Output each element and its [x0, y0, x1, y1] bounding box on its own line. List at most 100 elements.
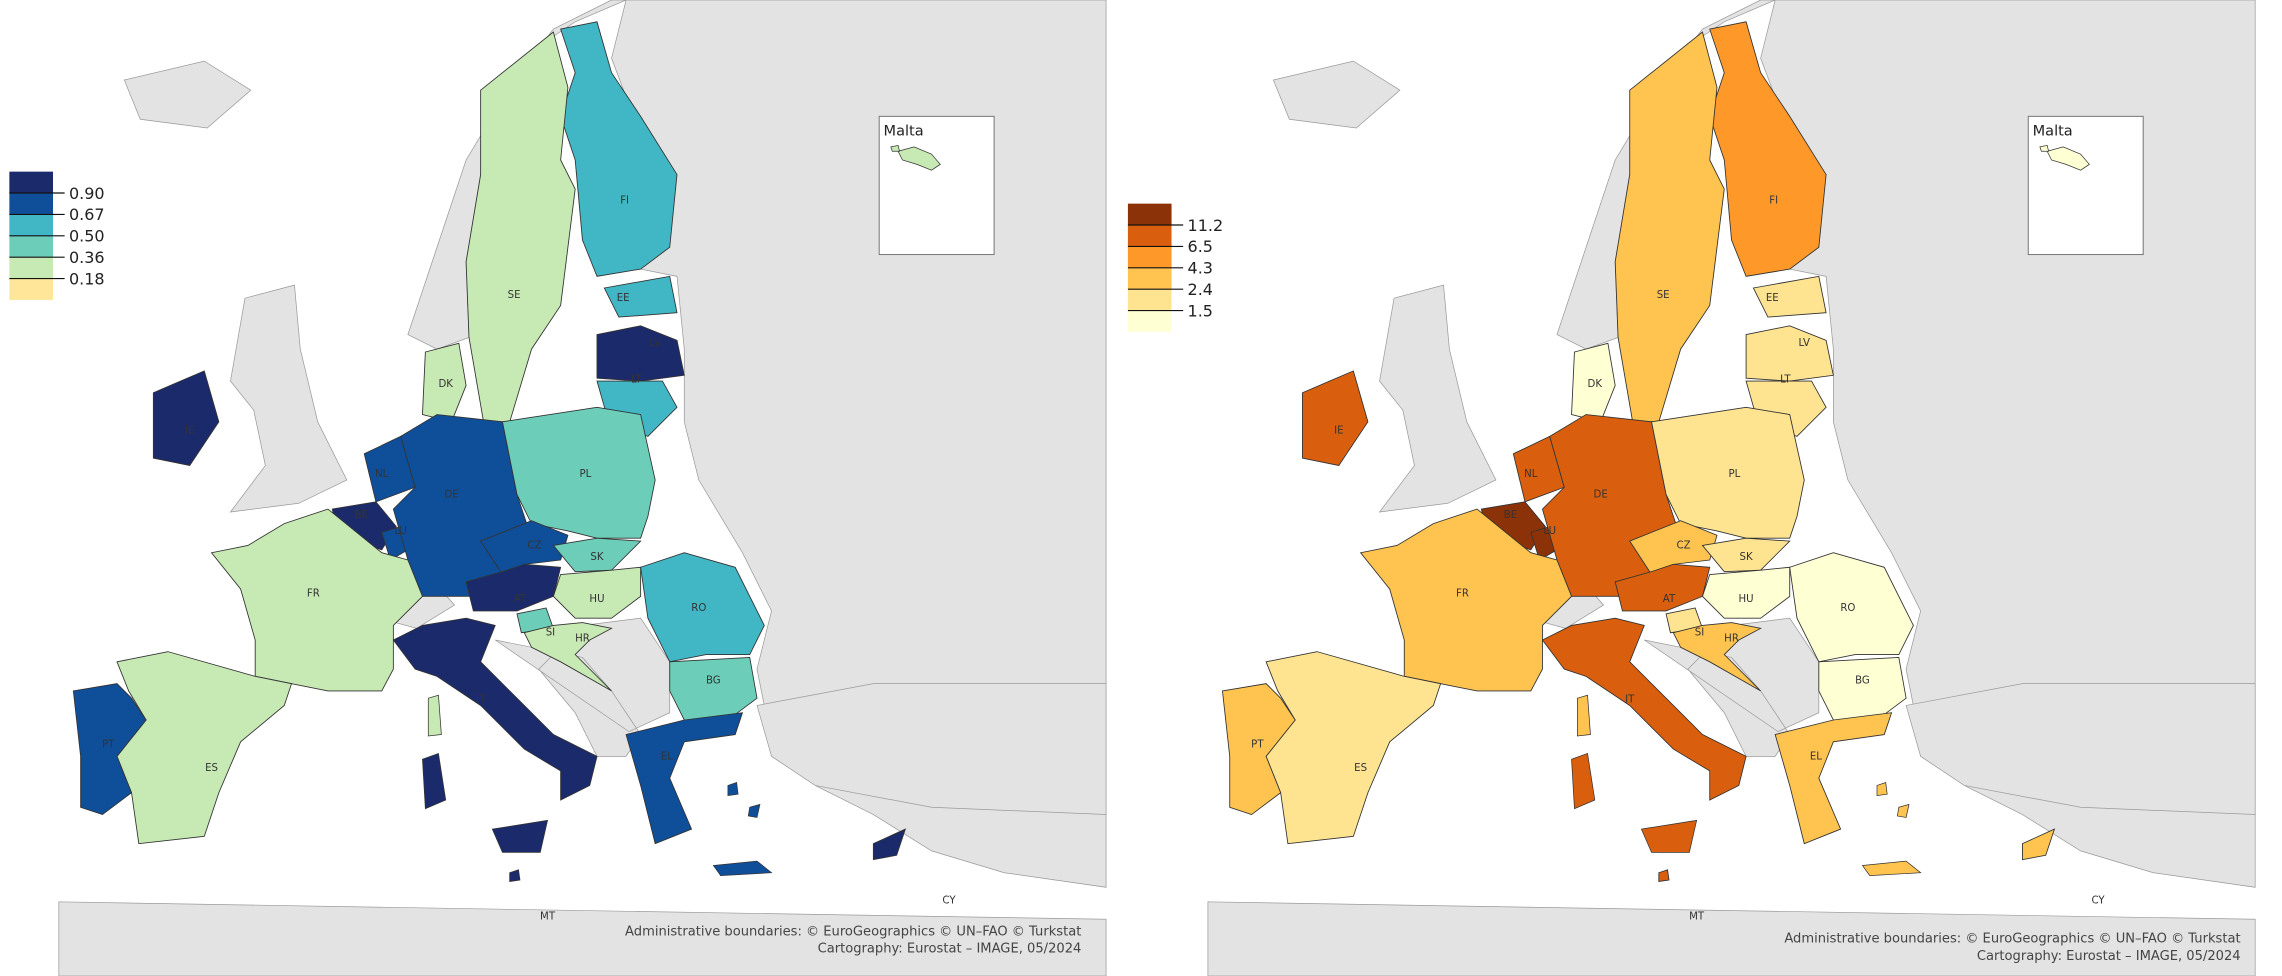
country-label-lt: LT: [631, 375, 642, 386]
country-label-mt: MT: [1689, 911, 1705, 922]
country-mt[interactable]: [509, 869, 521, 882]
country-lv[interactable]: [596, 325, 685, 382]
country-ee[interactable]: [603, 275, 678, 318]
country-el-island[interactable]: [1876, 782, 1888, 797]
country-label-dk: DK: [1588, 379, 1603, 390]
turkey: [1905, 683, 2256, 815]
legend-swatch: [1127, 203, 1172, 226]
country-label-ro: RO: [1840, 603, 1855, 614]
country-label-si: SI: [1695, 628, 1704, 639]
country-sk[interactable]: [1701, 537, 1791, 573]
country-el-island[interactable]: [712, 860, 773, 877]
country-pl[interactable]: [501, 406, 656, 539]
country-pt[interactable]: [1221, 683, 1296, 816]
country-label-hr: HR: [1724, 633, 1739, 644]
country-it-island[interactable]: [422, 752, 447, 810]
country-label-el: EL: [661, 751, 673, 762]
footer-credit: Administrative boundaries: © EuroGeograp…: [625, 924, 1081, 939]
country-el[interactable]: [1774, 712, 1893, 845]
country-label-sk: SK: [1740, 552, 1753, 563]
country-at[interactable]: [465, 563, 562, 612]
country-label-lu: LU: [394, 526, 407, 537]
legend-swatch: [1127, 246, 1172, 268]
country-ee[interactable]: [1752, 275, 1827, 318]
country-ie[interactable]: [152, 370, 220, 466]
legend-swatch: [9, 257, 53, 279]
malta-inset-island: [2046, 146, 2090, 171]
country-label-ro: RO: [691, 603, 706, 614]
country-hu[interactable]: [552, 566, 642, 619]
country-label-sk: SK: [590, 552, 603, 563]
country-sk[interactable]: [552, 537, 642, 573]
legend: 11.2 6.5 4.3 2.4 1.5: [1127, 203, 1224, 332]
country-label-ie: IE: [185, 425, 194, 436]
country-at[interactable]: [1614, 563, 1711, 612]
malta-inset-title: Malta: [2033, 123, 2073, 139]
legend: 0.90 0.67 0.50 0.36 0.18: [9, 171, 105, 300]
legend-threshold-label: 11.2: [1188, 216, 1224, 235]
footer-credit: Cartography: Eurostat – IMAGE, 05/2024: [818, 942, 1082, 957]
country-label-nl: NL: [1524, 469, 1538, 480]
country-label-hu: HU: [1739, 594, 1754, 605]
uk: [229, 284, 348, 513]
north-africa: [1207, 901, 2256, 976]
country-lv[interactable]: [1745, 325, 1834, 382]
legend-swatch: [9, 193, 53, 215]
country-ie[interactable]: [1302, 370, 1369, 466]
country-hu[interactable]: [1701, 566, 1791, 619]
country-it[interactable]: [392, 617, 598, 801]
country-cy[interactable]: [2022, 828, 2056, 861]
legend-threshold-label: 6.5: [1188, 237, 1213, 256]
country-pl[interactable]: [1651, 406, 1805, 539]
country-fr-island[interactable]: [427, 694, 442, 737]
country-dk[interactable]: [1571, 342, 1616, 423]
country-ro[interactable]: [1789, 552, 1914, 663]
footer-credit: Cartography: Eurostat – IMAGE, 05/2024: [1977, 949, 2241, 964]
country-mt[interactable]: [1658, 869, 1670, 882]
country-it-island[interactable]: [491, 819, 549, 853]
country-el[interactable]: [625, 712, 744, 845]
malta-inset-frame: [878, 115, 995, 256]
country-label-hu: HU: [589, 594, 604, 605]
country-label-cz: CZ: [1677, 540, 1691, 551]
country-fr[interactable]: [1359, 508, 1573, 692]
gozo-inset-island: [890, 145, 901, 152]
country-label-at: AT: [1663, 594, 1676, 605]
malta-inset-frame: [2027, 115, 2144, 256]
country-el-island[interactable]: [1896, 803, 1910, 818]
country-se[interactable]: [1614, 31, 1725, 423]
country-pt[interactable]: [72, 683, 147, 816]
country-label-nl: NL: [375, 469, 389, 480]
uk: [1378, 284, 1497, 513]
country-fr[interactable]: [210, 508, 423, 692]
iceland: [123, 60, 252, 129]
country-it-island[interactable]: [1571, 752, 1596, 810]
legend-swatch: [9, 235, 53, 258]
country-ro[interactable]: [640, 552, 765, 663]
country-hr[interactable]: [1672, 622, 1762, 692]
country-label-si: SI: [546, 628, 555, 639]
country-it-island[interactable]: [1640, 819, 1698, 853]
country-label-lu: LU: [1543, 526, 1556, 537]
country-se[interactable]: [465, 31, 576, 423]
country-label-fi: FI: [620, 196, 629, 207]
country-el-island[interactable]: [727, 782, 739, 797]
country-cy[interactable]: [872, 828, 907, 861]
country-label-it: IT: [1625, 695, 1635, 706]
country-label-pl: PL: [1729, 469, 1741, 480]
country-el-island[interactable]: [747, 803, 761, 818]
legend-threshold-label: 0.36: [69, 248, 105, 267]
legend-swatch: [1127, 310, 1172, 332]
country-label-be: BE: [1504, 510, 1517, 521]
country-hr[interactable]: [523, 622, 613, 692]
country-fr-island[interactable]: [1577, 694, 1591, 737]
country-it[interactable]: [1541, 617, 1747, 801]
legend-swatch: [1127, 289, 1172, 311]
footer-credit: Administrative boundaries: © EuroGeograp…: [1784, 932, 2240, 947]
country-el-island[interactable]: [1861, 860, 1922, 877]
legend-threshold-label: 4.3: [1188, 259, 1213, 278]
legend-swatch: [9, 171, 53, 194]
legend-threshold-label: 0.67: [69, 205, 105, 224]
country-dk[interactable]: [422, 342, 467, 423]
